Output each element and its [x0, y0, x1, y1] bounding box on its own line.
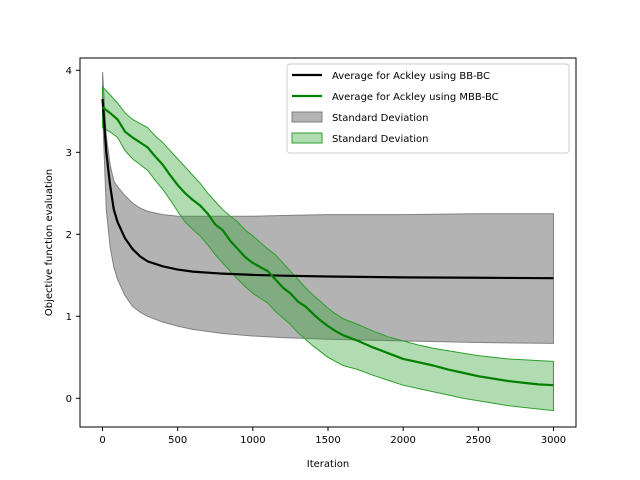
- x-tick-label: 0: [99, 435, 105, 446]
- legend-label: Average for Ackley using MBB-BC: [332, 92, 499, 103]
- x-axis: 0 500 1000 1500 2000 2500 3000: [99, 427, 566, 446]
- x-tick-label: 2000: [390, 435, 415, 446]
- std-band-2: [102, 71, 554, 344]
- x-tick-label: 1500: [315, 435, 340, 446]
- x-tick-label: 1000: [240, 435, 265, 446]
- x-tick-label: 3000: [541, 435, 566, 446]
- lines-layer: [101, 98, 554, 387]
- y-tick-label: 0: [66, 394, 72, 405]
- legend-box: [286, 63, 570, 154]
- series-line-0: [101, 98, 554, 280]
- legend-patch-swatch: [291, 111, 323, 123]
- y-tick-label: 1: [66, 312, 72, 323]
- legend-label: Standard Deviation: [332, 134, 429, 145]
- bands-layer: [102, 71, 554, 412]
- std-band-3: [102, 85, 554, 412]
- y-axis: 0 1 2 3 4: [66, 66, 80, 405]
- x-tick-label: 500: [168, 435, 187, 446]
- x-tick-label: 2500: [466, 435, 491, 446]
- legend: Average for Ackley using BB-BC Average fo…: [286, 63, 570, 154]
- y-tick-label: 3: [66, 148, 72, 159]
- legend-patch-swatch: [291, 132, 323, 144]
- y-tick-label: 2: [66, 230, 72, 241]
- series-line-1: [101, 106, 554, 387]
- y-tick-label: 4: [66, 66, 72, 77]
- legend-label: Standard Deviation: [332, 113, 429, 124]
- y-axis-label: Objective function evaluation: [44, 169, 55, 316]
- legend-label: Average for Ackley using BB-BC: [332, 71, 490, 82]
- x-axis-label: Iteration: [307, 459, 349, 470]
